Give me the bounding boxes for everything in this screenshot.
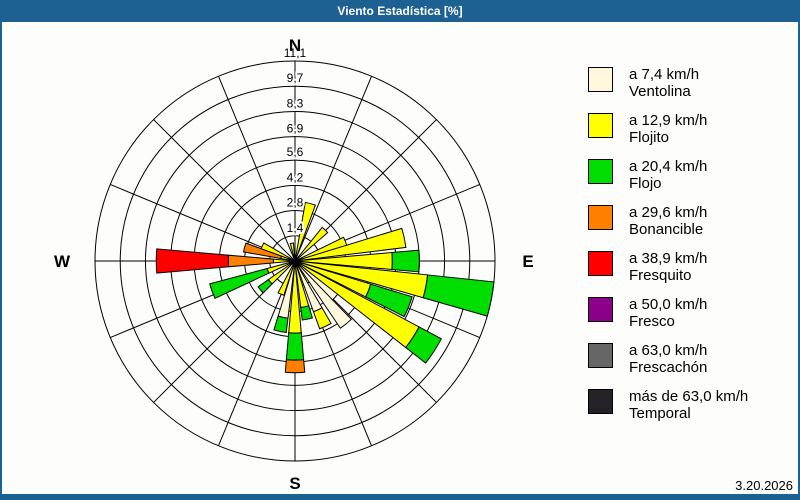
legend-item-frescachon: a 63,0 km/h Frescachón [588,342,788,388]
date-label: 3.20.2026 [735,478,793,493]
wind-bar-segment-bonancible [227,254,275,268]
legend-class-name: Bonancible [629,221,704,238]
legend-speed-label: más de 63,0 km/h [629,388,749,405]
radial-tick-label: 2,8 [287,196,304,210]
legend-speed-label: a 50,0 km/h [629,296,708,313]
wind-bar-segment-bonancible [284,359,306,374]
wind-bar-segment-flojo [364,283,413,318]
grid-spoke [218,76,296,262]
wind-bar-segment-fresquito [155,248,230,274]
radial-tick-label: 9,7 [287,71,304,85]
radial-tick-label: 6,9 [287,122,304,136]
wind-bar-segment-flojo [257,278,273,294]
legend-speed-label: a 63,0 km/h [629,342,708,359]
legend-item-fresquito: a 38,9 km/h Fresquito [588,250,788,296]
wind-bar-segment-flojito [294,201,316,262]
legend-item-fresco: a 50,0 km/h Fresco [588,296,788,342]
radial-tick-label: 5,6 [287,145,304,159]
compass-label-south: S [289,474,300,493]
fresquito-color-swatch [588,251,613,276]
legend-text: a 63,0 km/h Frescachón [629,342,707,376]
wind-bar-segment-bonancible [242,242,283,260]
radial-tick-label: 1,4 [287,221,304,235]
legend-class-name: Fresco [629,313,675,330]
wind-bar-segment-flojo [209,267,270,299]
wind-bar-segment-flojito [277,260,296,296]
wind-bar-segment-flojito [312,307,332,330]
legend-text: a 20,4 km/h Flojo [629,158,707,192]
frescachon-color-swatch [588,343,613,368]
compass-label-east: E [522,252,533,271]
flojo-color-swatch [588,159,613,184]
legend-speed-label: a 20,4 km/h [629,158,708,175]
radial-tick-label: 8,3 [287,96,304,110]
chart-area: 1,4 2,8 4,2 5,6 6,9 8,3 9,7 11,1 N S W E a 7,4 km/h… [0,22,800,494]
temporal-color-swatch [588,389,613,414]
wind-bar-segment-flojito [289,242,296,262]
legend-item-temporal: más de 63,0 km/h Temporal [588,388,788,434]
grid-spoke [153,119,296,262]
wind-bar-segment-flojito [294,226,329,262]
fresco-color-swatch [588,297,613,322]
wind-bar-segment-flojo [300,305,314,321]
radial-tick-label: 11,1 [284,46,307,60]
flojito-color-swatch [588,113,613,138]
legend-class-name: Temporal [629,405,691,422]
legend-class-name: Flojo [629,175,662,192]
legend-class-name: Frescachón [629,359,708,376]
compass-label-north: N [289,36,301,55]
legend-class-name: Flojito [629,129,670,146]
wind-bar-segment-flojito [260,242,296,262]
wind-bar-segment-flojo [422,274,495,317]
window-title: Viento Estadística [%] [337,4,463,18]
wind-bar-segment-ventolina [294,260,353,329]
legend-item-flojo: a 20,4 km/h Flojo [588,158,788,204]
wind-bar-segment-flojito [294,227,407,262]
compass-label-west: W [54,252,71,271]
legend-class-name: Ventolina [629,83,691,100]
title-bar[interactable]: Viento Estadística [%] [0,0,800,22]
legend-speed-label: a 38,9 km/h [629,250,708,267]
wind-bar-segment-flojo [391,249,420,273]
legend-item-flojito: a 12,9 km/h Flojito [588,112,788,158]
legend-item-bonancible: a 29,6 km/h Bonancible [588,204,788,250]
legend-item-ventolina: a 7,4 km/h Ventolina [588,66,788,112]
legend-text: más de 63,0 km/h Temporal [629,388,748,422]
legend-text: a 7,4 km/h Ventolina [629,66,699,100]
legend-text: a 12,9 km/h Flojito [629,112,707,146]
bonancible-color-swatch [588,205,613,230]
bottom-status-bar [0,494,800,500]
ventolina-color-swatch [588,67,613,92]
legend-class-name: Fresquito [629,267,692,284]
wind-speed-legend: a 7,4 km/h Ventolina a 12,9 km/h Flojito a 2… [588,66,788,434]
wind-bar-segment-flojo [273,315,289,334]
legend-text: a 50,0 km/h Fresco [629,296,707,330]
radial-tick-label: 4,2 [287,170,304,184]
legend-speed-label: a 12,9 km/h [629,112,708,129]
legend-text: a 29,6 km/h Bonancible [629,204,707,238]
legend-speed-label: a 7,4 km/h [629,66,700,83]
legend-text: a 38,9 km/h Fresquito [629,250,707,284]
wind-rose-svg: 1,4 2,8 4,2 5,6 6,9 8,3 9,7 11,1N S W E [54,36,534,493]
grid-spoke [294,76,372,262]
wind-bar-segment-flojo [405,326,443,364]
legend-speed-label: a 29,6 km/h [629,204,708,221]
wind-bar-segment-flojo [285,332,305,361]
